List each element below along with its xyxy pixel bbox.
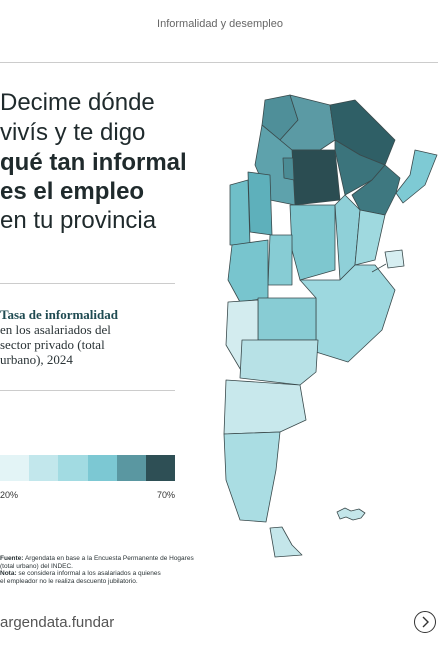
brand: argendata.fundar (0, 614, 115, 631)
note: Nota: se considera informal a los asalar… (0, 570, 161, 578)
legend-description: sector privado (total (0, 337, 105, 352)
province (223, 379, 307, 435)
province (351, 164, 401, 216)
province (247, 171, 273, 236)
province (269, 526, 303, 558)
button-arrow (422, 616, 429, 628)
legend-scale (0, 455, 176, 481)
source-label: Fuente: (0, 555, 24, 562)
islands (336, 507, 366, 521)
legend-description: en los asalariados del (0, 322, 111, 337)
divider (0, 283, 175, 284)
divider (0, 390, 175, 391)
headline-line: qué tan informal (0, 149, 187, 176)
province (257, 297, 317, 341)
legend-description: urbano), 2024 (0, 352, 73, 367)
province (223, 431, 281, 523)
legend-swatch (29, 455, 59, 481)
note-text: se considera informal a los asalariados … (18, 570, 161, 577)
headline-line: vivís y te digo (0, 119, 146, 146)
next-button[interactable] (413, 610, 437, 634)
province (229, 179, 251, 246)
legend-swatch (58, 455, 88, 481)
divider (0, 62, 438, 63)
note-text: el empleador no le realiza descuento jub… (0, 577, 138, 585)
province (395, 149, 438, 204)
source-text: Argendata en base a la Encuesta Permanen… (24, 555, 194, 562)
headline-line: en tu provincia (0, 207, 157, 234)
headline-line: Decime dónde (0, 89, 155, 116)
note-label: Nota: (0, 570, 17, 577)
legend-swatch (145, 455, 176, 481)
legend-swatch (87, 455, 117, 481)
headline-line: es el empleo (0, 178, 145, 205)
province (282, 157, 295, 181)
province (354, 209, 386, 266)
button-circle (414, 611, 436, 633)
map (223, 94, 438, 558)
source: Fuente: Argendata en base a la Encuesta … (0, 555, 194, 563)
header-title: Informalidad y desempleo (157, 18, 283, 30)
legend-title: Tasa de informalidad (0, 307, 118, 322)
legend-swatch (0, 455, 30, 481)
province (291, 149, 341, 206)
legend-min: 20% (0, 490, 19, 500)
source-text: (total urbano) del INDEC. (0, 562, 73, 570)
province (227, 239, 269, 303)
legend-max: 70% (156, 490, 175, 500)
province (267, 234, 293, 286)
legend-swatch (116, 455, 146, 481)
province (239, 339, 319, 386)
province (384, 249, 405, 269)
province (289, 204, 336, 281)
callout-line (371, 263, 387, 273)
